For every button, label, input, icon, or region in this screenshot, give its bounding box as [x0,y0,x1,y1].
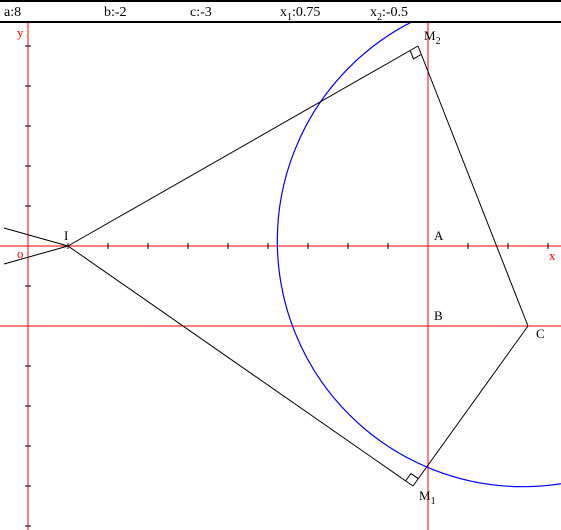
point-label-B: B [434,308,443,323]
segment [68,46,418,246]
point-label-A: A [434,228,444,243]
param-b: b:-2 [104,5,127,21]
segment [68,246,413,486]
segment [4,246,68,264]
axis-label-y: y [17,25,24,40]
plot-svg: yxoIABCM1M2P1P2 [0,23,561,530]
param-a: a:8 [4,5,21,21]
param-c: c:-3 [190,5,212,21]
origin-label: o [17,246,24,261]
segment [413,326,528,486]
point-label-M2: M2 [424,28,441,47]
segment [4,228,68,246]
diagram-root: a:8 b:-2 c:-3 x1:0.75 x2:-0.5 y x o I A B C M1 M… [0,0,561,530]
right-angle [410,50,421,58]
axis-label-x: x [549,248,556,263]
right-angle [406,474,419,481]
param-bar: a:8 b:-2 c:-3 x1:0.75 x2:-0.5 [0,2,561,21]
main-circle [277,23,561,487]
point-label-M1: M1 [419,488,436,507]
point-label-C: C [536,326,545,341]
segment [418,46,528,326]
point-label-I: I [64,228,68,243]
